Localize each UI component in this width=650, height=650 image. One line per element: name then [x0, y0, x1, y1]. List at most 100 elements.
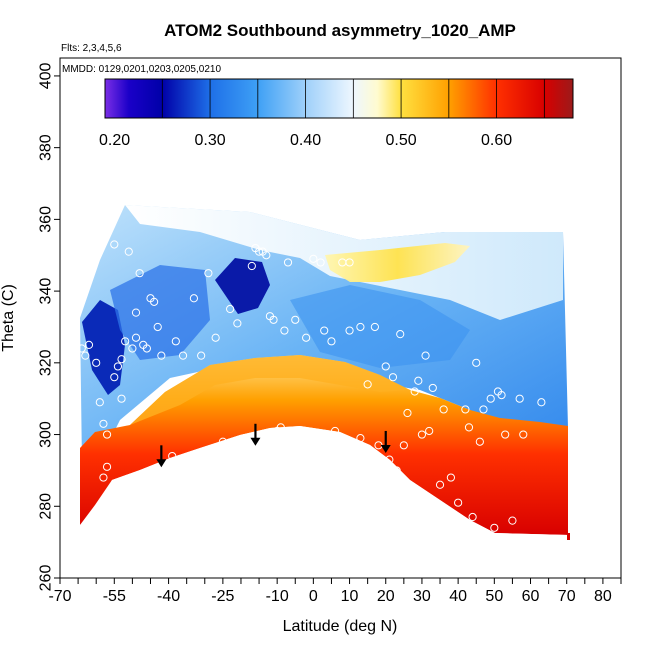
- observation-point: [479, 405, 488, 414]
- observation-point: [425, 426, 434, 436]
- x-tick-label: 50: [485, 588, 503, 605]
- field-warm-region: [80, 355, 568, 535]
- arrow-head: [156, 459, 167, 468]
- field-medium-blue: [110, 265, 210, 360]
- plot-frame: [59, 57, 622, 579]
- observation-point: [508, 516, 517, 525]
- observation-point: [363, 380, 372, 389]
- observation-point: [280, 326, 289, 335]
- observation-point: [291, 315, 300, 324]
- arrow-head: [250, 437, 261, 446]
- observation-point: [102, 462, 112, 471]
- observation-point: [102, 495, 112, 504]
- observation-point: [240, 434, 249, 443]
- observation-point: [218, 437, 227, 446]
- x-tick-label: 0: [309, 588, 318, 605]
- x-tick-label: -70: [48, 588, 71, 605]
- y-tick-label: 360: [38, 206, 55, 233]
- observation-point: [356, 322, 365, 332]
- observation-point: [164, 459, 173, 468]
- arrow-layer: [156, 423, 391, 468]
- observation-point: [399, 441, 408, 450]
- observation-point: [81, 351, 90, 360]
- observation-point: [171, 337, 180, 346]
- observation-point: [381, 362, 390, 371]
- observation-point: [396, 330, 405, 339]
- observation-point: [414, 376, 423, 385]
- observation-point: [211, 333, 220, 342]
- observation-point: [417, 430, 427, 439]
- observation-point: [63, 484, 72, 493]
- x-tick-label: 30: [413, 588, 431, 605]
- observation-point: [327, 337, 336, 346]
- x-tick-label: 20: [377, 588, 395, 605]
- field-dark-blue-mid: [215, 258, 270, 314]
- observation-point: [204, 269, 213, 278]
- observation-point: [157, 351, 166, 360]
- x-tick-label: 10: [341, 588, 359, 605]
- observation-point: [131, 333, 141, 342]
- observation-point: [99, 473, 108, 482]
- x-tick-label: 40: [449, 588, 467, 605]
- y-tick-label: 340: [38, 278, 55, 305]
- y-tick-label: 400: [38, 62, 55, 89]
- observation-point: [385, 455, 394, 464]
- observation-point: [117, 394, 126, 403]
- colorbar-tick-label: 0.30: [194, 132, 225, 149]
- observation-point: [178, 351, 188, 360]
- observation-point: [515, 394, 524, 403]
- observation-point: [61, 437, 70, 446]
- dates-note: MMDD: 0129,0201,0203,0205,0210: [62, 64, 221, 75]
- observation-point: [197, 351, 206, 360]
- flights-note: Flts: 2,3,4,5,6: [61, 43, 122, 54]
- observation-point: [410, 387, 419, 396]
- y-tick-label: 300: [38, 421, 55, 448]
- observation-point: [131, 308, 141, 317]
- observation-point: [294, 426, 303, 436]
- observation-point: [110, 373, 119, 382]
- observation-point: [497, 391, 506, 400]
- observation-point: [490, 523, 499, 532]
- observation-point: [254, 247, 264, 256]
- colorbar-tick-label: 0.50: [386, 132, 417, 149]
- observation-point: [226, 304, 235, 314]
- colorbar-bar: [104, 78, 574, 119]
- observation-point: [421, 351, 430, 360]
- observation-point: [117, 355, 126, 364]
- observation-point: [454, 498, 463, 507]
- observation-point: [110, 240, 119, 249]
- observation-point: [153, 322, 162, 332]
- x-tick-label: -40: [157, 588, 180, 605]
- y-tick-label: 320: [38, 349, 55, 376]
- x-tick-label: 70: [558, 588, 576, 605]
- observation-layer: [61, 240, 546, 532]
- y-tick-label: 280: [38, 493, 55, 520]
- x-tick-label: -25: [211, 588, 234, 605]
- observation-point: [468, 512, 477, 522]
- observation-point: [150, 297, 159, 306]
- observation-point: [92, 358, 101, 367]
- observation-point: [439, 405, 448, 414]
- observation-point: [537, 398, 546, 407]
- x-tick-label: -55: [103, 588, 126, 605]
- observation-point: [189, 294, 199, 303]
- colorbar: 0.20 0.30 0.40 0.50 0.60: [99, 78, 574, 149]
- observation-point: [309, 254, 318, 263]
- heatmap-field: [60, 205, 570, 578]
- observation-point: [182, 459, 191, 468]
- observation-point: [403, 408, 412, 418]
- observation-point: [102, 430, 112, 439]
- observation-point: [124, 247, 133, 256]
- observation-point: [392, 466, 401, 475]
- observation-point: [276, 423, 285, 432]
- observation-point: [388, 373, 398, 382]
- y-axis-label: Theta (C): [0, 284, 17, 352]
- arrow-head: [380, 444, 391, 453]
- observation-point: [446, 473, 455, 482]
- field-yellow-band: [325, 243, 470, 282]
- x-tick-label: -10: [266, 588, 289, 605]
- observation-point: [99, 419, 108, 428]
- observation-point: [77, 344, 86, 353]
- y-tick-label: 380: [38, 134, 55, 161]
- observation-point: [428, 383, 437, 393]
